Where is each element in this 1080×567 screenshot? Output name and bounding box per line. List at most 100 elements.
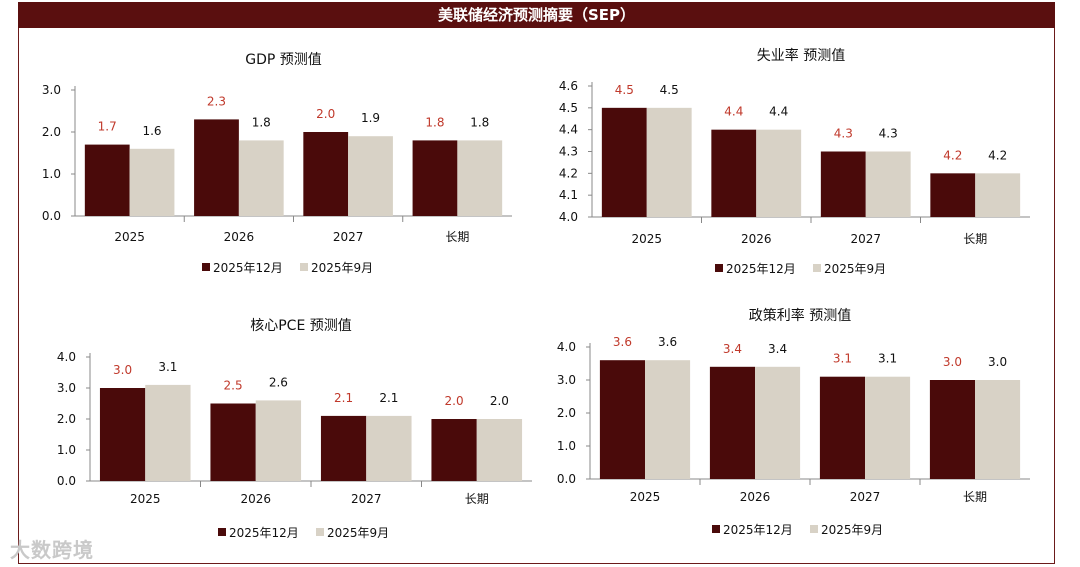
bar-dec (929, 380, 975, 479)
y-tick-label: 1.0 (57, 443, 76, 457)
x-category-label: 2025 (631, 232, 662, 246)
data-label: 3.0 (988, 355, 1007, 369)
data-label: 1.9 (361, 111, 380, 125)
data-label: 3.1 (878, 352, 897, 366)
x-category-label: 2025 (114, 230, 145, 244)
bar-sep (756, 129, 802, 217)
bar-sep (129, 148, 175, 216)
x-category-label: 2026 (224, 230, 255, 244)
bar-sep (255, 400, 302, 481)
bar-sep (975, 173, 1021, 217)
y-tick-label: 4.0 (559, 210, 578, 224)
chart-core-pce: 核心PCE 预测值 0.0 1.0 2.0 3.0 4.0 2025 3.0 3.1 2026 2.… (57, 318, 532, 540)
legend-label: 2025年9月 (821, 523, 883, 537)
data-label: 2.3 (207, 94, 226, 108)
bar-dec (599, 360, 645, 479)
legend-swatch (202, 263, 210, 271)
bar-sep (865, 376, 911, 479)
legend-swatch (810, 525, 818, 533)
x-category-label: 2026 (240, 492, 271, 506)
data-label: 3.0 (943, 355, 962, 369)
bar-sep (646, 107, 692, 217)
y-tick-label: 4.5 (559, 101, 578, 115)
legend-swatch (712, 525, 720, 533)
data-label: 3.6 (658, 335, 677, 349)
bar-dec (709, 366, 755, 479)
data-label: 3.4 (723, 342, 742, 356)
bar-dec (601, 107, 647, 217)
bar-sep (366, 415, 412, 481)
y-tick-label: 3.0 (42, 83, 61, 97)
data-label: 2.1 (379, 391, 398, 405)
page-title: 美联储经济预测摘要（SEP） (18, 2, 1055, 28)
y-tick-label: 2.0 (57, 412, 76, 426)
data-label: 4.5 (660, 83, 679, 97)
x-category-label: 2027 (351, 492, 382, 506)
bar-sep (238, 140, 284, 216)
bar-dec (320, 415, 367, 481)
data-label: 1.8 (252, 115, 271, 129)
data-label: 2.0 (316, 107, 335, 121)
x-category-label: 长期 (445, 230, 469, 244)
y-tick-label: 4.0 (57, 350, 76, 364)
bar-sep (975, 380, 1021, 479)
x-category-label: 2025 (130, 492, 161, 506)
x-category-label: 2025 (630, 490, 661, 504)
data-label: 2.1 (334, 391, 353, 405)
data-label: 4.4 (769, 105, 788, 119)
bar-dec (303, 132, 349, 216)
bar-dec (99, 388, 146, 481)
y-tick-label: 0.0 (557, 472, 576, 486)
x-category-label: 2027 (850, 490, 881, 504)
data-label: 4.2 (988, 148, 1007, 162)
chart-title: GDP 预测值 (245, 52, 322, 68)
data-label: 1.8 (425, 115, 444, 129)
legend-label: 2025年12月 (213, 261, 283, 275)
data-label: 1.6 (142, 124, 161, 138)
data-label: 1.8 (470, 115, 489, 129)
chart-title: 失业率 预测值 (757, 47, 845, 64)
bar-dec (412, 140, 458, 216)
bar-sep (865, 151, 911, 217)
data-label: 3.4 (768, 342, 787, 356)
y-tick-label: 1.0 (557, 439, 576, 453)
y-tick-label: 4.2 (559, 166, 578, 180)
y-tick-label: 4.1 (559, 188, 578, 202)
legend-label: 2025年12月 (229, 526, 299, 540)
chart-gdp: GDP 预测值 0.0 1.0 2.0 3.0 2025 1.7 1.6 2026 2.3 1.8 2… (42, 52, 512, 275)
bar-sep (145, 384, 191, 481)
chart-title: 核心PCE 预测值 (250, 318, 352, 334)
x-category-label: 2027 (333, 230, 364, 244)
chart-policy-rate: 政策利率 预测值 0.0 1.0 2.0 3.0 4.0 2025 3.6 3.6 2026 3.4… (557, 307, 1030, 537)
bar-dec (210, 403, 256, 481)
y-tick-label: 4.0 (557, 340, 576, 354)
bar-dec (194, 119, 239, 216)
legend-label: 2025年12月 (723, 523, 793, 537)
chart-title: 政策利率 预测值 (749, 307, 851, 324)
data-label: 3.1 (833, 352, 852, 366)
y-tick-label: 4.6 (559, 79, 578, 93)
y-tick-label: 0.0 (42, 209, 61, 223)
bar-sep (348, 136, 393, 216)
data-label: 4.4 (724, 105, 743, 119)
legend-swatch (218, 528, 226, 536)
y-tick-label: 3.0 (57, 381, 76, 395)
legend-label: 2025年9月 (327, 526, 389, 540)
y-tick-label: 0.0 (57, 474, 76, 488)
x-category-label: 长期 (963, 232, 987, 246)
data-label: 4.5 (615, 83, 634, 97)
legend-swatch (316, 528, 324, 536)
data-label: 2.5 (224, 379, 243, 393)
bar-dec (930, 173, 976, 217)
bar-dec (431, 419, 477, 481)
bar-sep (755, 366, 801, 479)
chart-unemployment: 失业率 预测值 4.0 4.1 4.2 4.3 4.4 4.5 4.6 2025 4.5 4.5 20… (559, 47, 1030, 276)
legend-label: 2025年9月 (824, 262, 886, 276)
x-category-label: 2027 (850, 232, 881, 246)
data-label: 2.0 (445, 394, 464, 408)
y-tick-label: 3.0 (557, 373, 576, 387)
bar-sep (476, 419, 523, 481)
legend-swatch (813, 264, 821, 272)
data-label: 3.6 (613, 335, 632, 349)
bar-dec (84, 144, 130, 216)
